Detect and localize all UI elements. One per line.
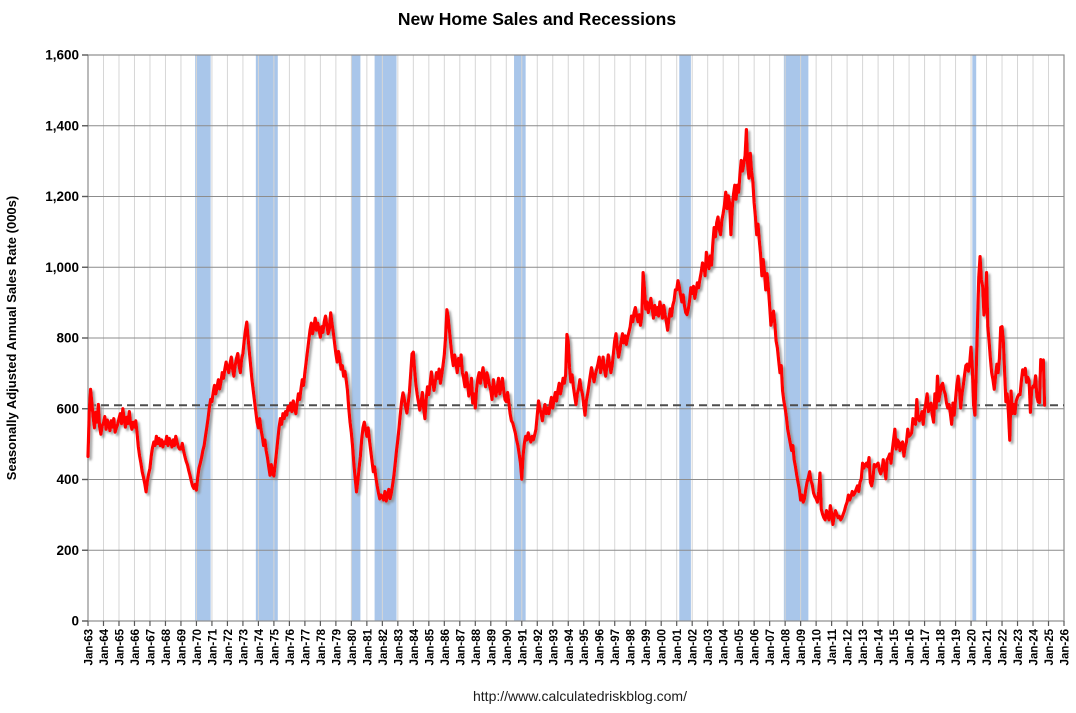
x-tick-label: Jan-77	[300, 629, 312, 665]
y-tick-label: 400	[56, 472, 79, 487]
x-tick-label: Jan-79	[331, 629, 343, 665]
x-tick-label: Jan-69	[176, 629, 188, 665]
x-tick-label: Jan-71	[207, 628, 219, 665]
y-tick-label: 600	[56, 401, 79, 416]
x-tick-label: Jan-21	[982, 628, 994, 665]
x-tick-label: Jan-80	[347, 629, 359, 665]
y-tick-label: 1,000	[45, 260, 79, 275]
y-tick-label: 1,400	[45, 118, 79, 133]
y-axis-title: Seasonally Adjusted Annual Sales Rate (0…	[4, 196, 19, 480]
y-tick-label: 1,600	[45, 48, 79, 63]
x-tick-label: Jan-82	[378, 629, 390, 665]
source-url: http://www.calculatedriskblog.com/	[473, 688, 687, 704]
x-tick-label: Jan-18	[936, 628, 948, 665]
x-tick-label: Jan-06	[750, 629, 762, 665]
x-tick-label: Jan-93	[548, 629, 560, 665]
x-tick-label: Jan-87	[455, 629, 467, 665]
x-tick-label: Jan-91	[517, 628, 529, 665]
x-tick-label: Jan-86	[440, 629, 452, 665]
x-tick-label: Jan-15	[889, 628, 901, 665]
x-tick-label: Jan-05	[734, 628, 746, 665]
y-axis-labels: 0 200 400 600 800 1,000 1,200 1,400 1,600	[45, 48, 79, 629]
x-tick-label: Jan-89	[486, 629, 498, 665]
x-tick-label: Jan-95	[579, 628, 591, 665]
x-tick-label: Jan-97	[610, 629, 622, 665]
x-tick-label: Jan-96	[595, 629, 607, 665]
x-tick-label: Jan-16	[905, 629, 917, 665]
x-tick-label: Jan-92	[533, 629, 545, 665]
x-tick-label: Jan-81	[362, 628, 374, 665]
x-tick-label: Jan-88	[471, 628, 483, 665]
y-tick-label: 1,200	[45, 189, 79, 204]
x-tick-label: Jan-67	[145, 629, 157, 665]
x-tick-label: Jan-84	[409, 628, 421, 665]
sales-line	[86, 128, 1047, 527]
x-tick-label: Jan-94	[564, 628, 576, 665]
x-tick-label: Jan-90	[502, 629, 514, 665]
x-tick-label: Jan-63	[84, 629, 96, 665]
x-tick-label: Jan-13	[858, 629, 870, 665]
x-tick-label: Jan-20	[967, 629, 979, 665]
x-tick-label: Jan-11	[827, 628, 839, 664]
x-tick-label: Jan-23	[1013, 629, 1025, 665]
x-tick-label: Jan-09	[796, 629, 808, 665]
x-tick-label: Jan-68	[161, 628, 173, 665]
x-axis-ticks	[87, 621, 1065, 626]
x-tick-label: Jan-75	[269, 628, 281, 665]
x-tick-label: Jan-78	[316, 628, 328, 665]
x-tick-label: Jan-24	[1029, 628, 1041, 665]
x-tick-label: Jan-07	[765, 629, 777, 665]
horizontal-gridlines	[88, 125, 1064, 551]
x-tick-label: Jan-26	[1060, 629, 1072, 665]
y-axis-ticks	[82, 54, 88, 622]
x-tick-label: Jan-70	[192, 629, 204, 665]
x-tick-label: Jan-64	[99, 628, 111, 665]
x-tick-label: Jan-74	[254, 628, 266, 665]
y-tick-label: 200	[56, 543, 79, 558]
x-tick-label: Jan-08	[781, 628, 793, 665]
x-tick-label: Jan-73	[238, 629, 250, 665]
x-tick-label: Jan-17	[920, 629, 932, 665]
y-tick-label: 800	[56, 331, 79, 346]
x-tick-label: Jan-01	[672, 628, 684, 665]
x-tick-label: Jan-25	[1044, 628, 1056, 665]
x-tick-label: Jan-85	[424, 628, 436, 665]
x-tick-label: Jan-65	[114, 628, 126, 665]
x-tick-label: Jan-02	[688, 629, 700, 665]
x-tick-label: Jan-22	[998, 629, 1010, 665]
x-axis-labels: Jan-63 Jan-64 Jan-65 Jan-66 Jan-67 Jan-68 Jan-…	[84, 628, 1072, 665]
x-tick-label: Jan-12	[843, 629, 855, 665]
x-tick-label: Jan-03	[703, 629, 715, 665]
x-tick-label: Jan-14	[874, 628, 886, 665]
y-tick-label: 0	[71, 614, 79, 629]
x-tick-label: Jan-76	[285, 629, 297, 665]
x-tick-label: Jan-00	[657, 629, 669, 665]
x-tick-label: Jan-04	[719, 628, 731, 665]
chart-title: New Home Sales and Recessions	[398, 9, 676, 29]
x-tick-label: Jan-98	[626, 628, 638, 665]
x-tick-label: Jan-83	[393, 629, 405, 665]
x-tick-label: Jan-19	[951, 629, 963, 665]
x-tick-label: Jan-10	[812, 629, 824, 665]
x-tick-label: Jan-66	[130, 629, 142, 665]
x-tick-label: Jan-99	[641, 629, 653, 665]
x-tick-label: Jan-72	[223, 629, 235, 665]
